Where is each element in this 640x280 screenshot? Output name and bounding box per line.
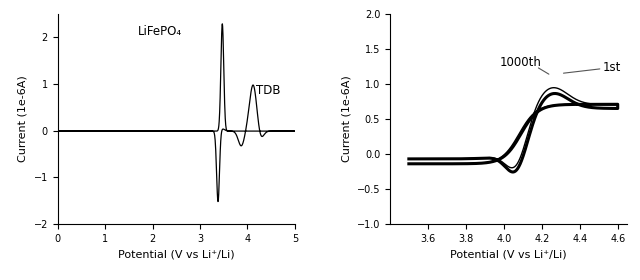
X-axis label: Potential (V vs Li⁺/Li): Potential (V vs Li⁺/Li) (450, 249, 567, 259)
Y-axis label: Current (1e-6A): Current (1e-6A) (18, 76, 28, 162)
Text: 1000th: 1000th (500, 56, 542, 69)
Text: LiFePO₄: LiFePO₄ (138, 25, 182, 38)
Text: TDB: TDB (256, 84, 280, 97)
Y-axis label: Current (1e-6A): Current (1e-6A) (341, 76, 351, 162)
Text: 1st: 1st (602, 61, 621, 74)
X-axis label: Potential (V vs Li⁺/Li): Potential (V vs Li⁺/Li) (118, 249, 235, 259)
